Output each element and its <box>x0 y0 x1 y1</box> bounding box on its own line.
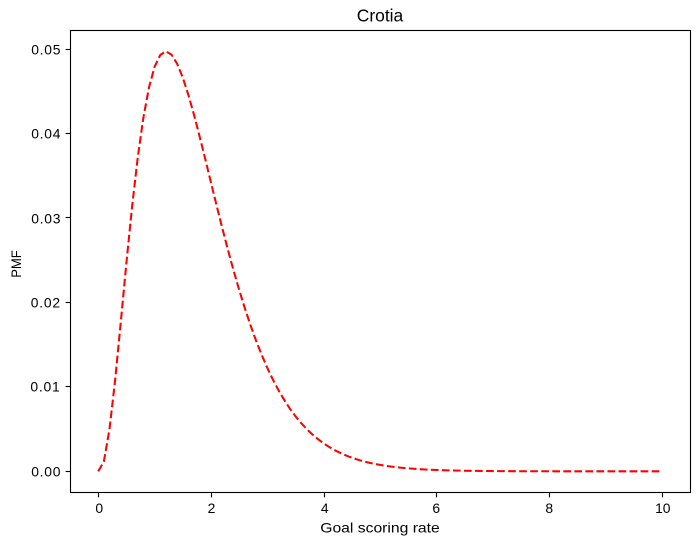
svg-text:0.05: 0.05 <box>31 42 61 58</box>
svg-text:Crotia: Crotia <box>357 5 404 25</box>
svg-text:6: 6 <box>432 500 440 516</box>
svg-text:8: 8 <box>545 500 553 516</box>
svg-text:10: 10 <box>655 500 671 516</box>
svg-text:PMF: PMF <box>8 250 24 278</box>
svg-text:0.02: 0.02 <box>31 295 61 311</box>
svg-text:4: 4 <box>321 500 329 516</box>
svg-text:0.03: 0.03 <box>31 211 61 227</box>
svg-text:Goal scoring rate: Goal scoring rate <box>320 520 440 536</box>
svg-text:0.01: 0.01 <box>30 379 60 395</box>
svg-text:0.00: 0.00 <box>31 464 61 480</box>
svg-text:0.04: 0.04 <box>31 126 61 142</box>
svg-text:2: 2 <box>208 500 216 516</box>
svg-text:0: 0 <box>95 500 103 516</box>
